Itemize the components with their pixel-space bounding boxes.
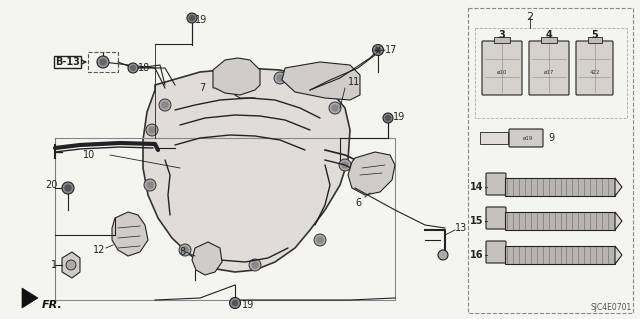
Text: ø17: ø17 <box>544 70 554 75</box>
Text: 4: 4 <box>546 30 552 40</box>
Polygon shape <box>615 178 622 196</box>
Text: 11: 11 <box>348 77 360 87</box>
Text: ø19: ø19 <box>523 136 533 140</box>
Text: FR.: FR. <box>42 300 63 310</box>
Text: 19: 19 <box>393 112 405 122</box>
Circle shape <box>187 13 197 23</box>
Text: 8: 8 <box>179 247 185 257</box>
Circle shape <box>97 56 109 68</box>
Bar <box>475 28 627 118</box>
Polygon shape <box>22 288 38 308</box>
FancyBboxPatch shape <box>509 129 543 147</box>
Text: 6: 6 <box>355 198 361 208</box>
Circle shape <box>179 244 191 256</box>
Text: 13: 13 <box>455 223 467 233</box>
Circle shape <box>131 65 136 70</box>
Circle shape <box>149 127 155 133</box>
Text: SJC4E0701: SJC4E0701 <box>591 303 632 312</box>
Bar <box>541 37 557 43</box>
Text: 19: 19 <box>195 15 207 25</box>
Bar <box>505 178 615 196</box>
Circle shape <box>147 182 153 188</box>
Text: 14: 14 <box>470 182 483 192</box>
Circle shape <box>65 185 71 191</box>
FancyBboxPatch shape <box>486 241 506 263</box>
Polygon shape <box>213 58 260 95</box>
Circle shape <box>217 75 223 81</box>
Polygon shape <box>348 152 395 195</box>
Bar <box>88 52 118 72</box>
FancyBboxPatch shape <box>486 173 506 195</box>
Polygon shape <box>62 252 80 278</box>
Text: 15: 15 <box>470 216 483 226</box>
Circle shape <box>144 179 156 191</box>
Circle shape <box>332 105 338 111</box>
FancyBboxPatch shape <box>576 41 613 95</box>
Text: 9: 9 <box>548 133 554 143</box>
Circle shape <box>252 262 258 268</box>
Circle shape <box>66 260 76 270</box>
Bar <box>505 212 615 230</box>
Circle shape <box>230 298 241 308</box>
Circle shape <box>339 159 351 171</box>
Text: 5: 5 <box>591 30 598 40</box>
Circle shape <box>372 44 383 56</box>
Bar <box>588 37 602 43</box>
Circle shape <box>342 162 348 168</box>
Bar <box>494 37 509 43</box>
Circle shape <box>182 247 188 253</box>
Polygon shape <box>192 242 222 275</box>
Circle shape <box>62 182 74 194</box>
Circle shape <box>376 48 381 53</box>
Circle shape <box>314 234 326 246</box>
Polygon shape <box>615 212 622 230</box>
Text: B-13: B-13 <box>55 57 86 67</box>
Text: 3: 3 <box>499 30 506 40</box>
FancyBboxPatch shape <box>529 41 569 95</box>
Text: 2: 2 <box>527 12 534 22</box>
Circle shape <box>162 102 168 108</box>
Text: 20: 20 <box>45 180 58 190</box>
Circle shape <box>189 16 195 20</box>
Circle shape <box>146 124 158 136</box>
FancyBboxPatch shape <box>486 207 506 229</box>
Circle shape <box>100 59 106 65</box>
Text: 7: 7 <box>199 83 205 93</box>
Text: 12: 12 <box>93 245 105 255</box>
Polygon shape <box>282 62 360 100</box>
Circle shape <box>249 259 261 271</box>
Circle shape <box>383 113 393 123</box>
FancyBboxPatch shape <box>482 41 522 95</box>
Circle shape <box>438 250 448 260</box>
Circle shape <box>385 115 390 121</box>
Circle shape <box>232 300 237 306</box>
Polygon shape <box>143 68 350 272</box>
Circle shape <box>317 237 323 243</box>
Text: 10: 10 <box>83 150 95 160</box>
Polygon shape <box>615 246 622 264</box>
Text: 422: 422 <box>589 70 600 75</box>
Text: ø10: ø10 <box>497 70 507 75</box>
Circle shape <box>159 99 171 111</box>
Text: 19: 19 <box>242 300 254 310</box>
Text: 18: 18 <box>138 63 150 73</box>
Bar <box>505 246 615 264</box>
Circle shape <box>214 72 226 84</box>
Bar <box>480 132 508 144</box>
Circle shape <box>274 72 286 84</box>
Text: 1: 1 <box>51 260 57 270</box>
Circle shape <box>277 75 283 81</box>
Bar <box>468 8 633 313</box>
Circle shape <box>128 63 138 73</box>
Text: 16: 16 <box>470 250 483 260</box>
Polygon shape <box>112 212 148 256</box>
Circle shape <box>329 102 341 114</box>
Text: 17: 17 <box>385 45 397 55</box>
